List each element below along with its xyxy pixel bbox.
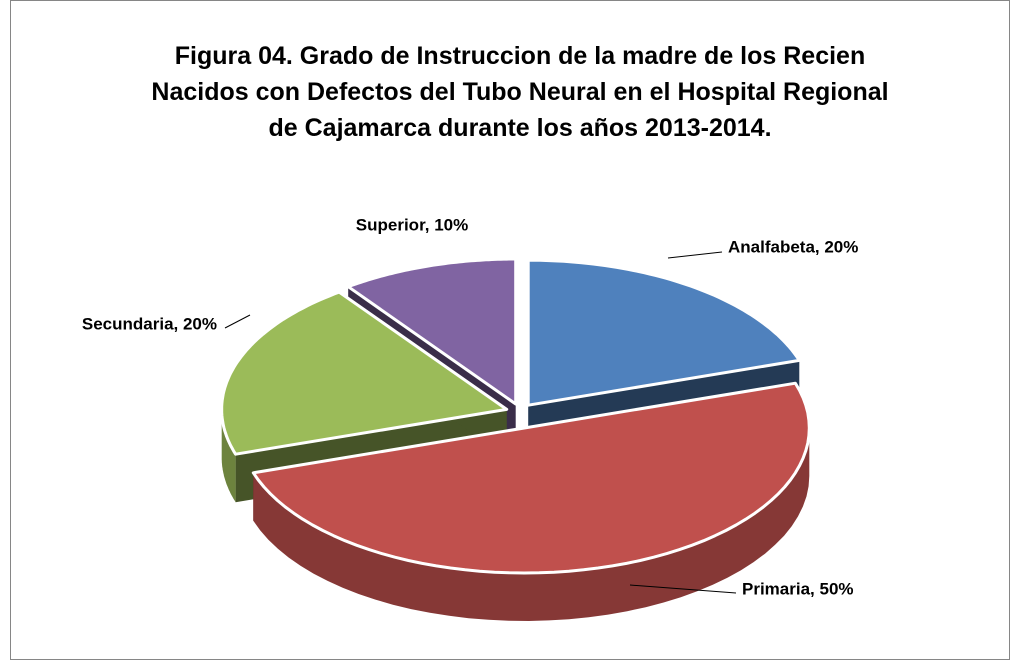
leader-line <box>667 251 723 259</box>
slice <box>251 381 811 621</box>
data-label: Primaria, 50% <box>742 579 854 598</box>
data-label: Secundaria, 20% <box>82 314 217 333</box>
slice-top <box>220 290 509 456</box>
leader-line <box>224 314 251 329</box>
data-label: Analfabeta, 20% <box>728 237 858 256</box>
slice-top <box>346 257 518 406</box>
chart-title: Figura 04. Grado de Instruccion de la ma… <box>151 42 889 142</box>
leader-line <box>629 584 737 594</box>
slice-wall <box>253 428 810 621</box>
data-label: Superior, 10% <box>356 215 468 234</box>
slice-top <box>526 258 801 407</box>
slice-top <box>251 381 811 575</box>
